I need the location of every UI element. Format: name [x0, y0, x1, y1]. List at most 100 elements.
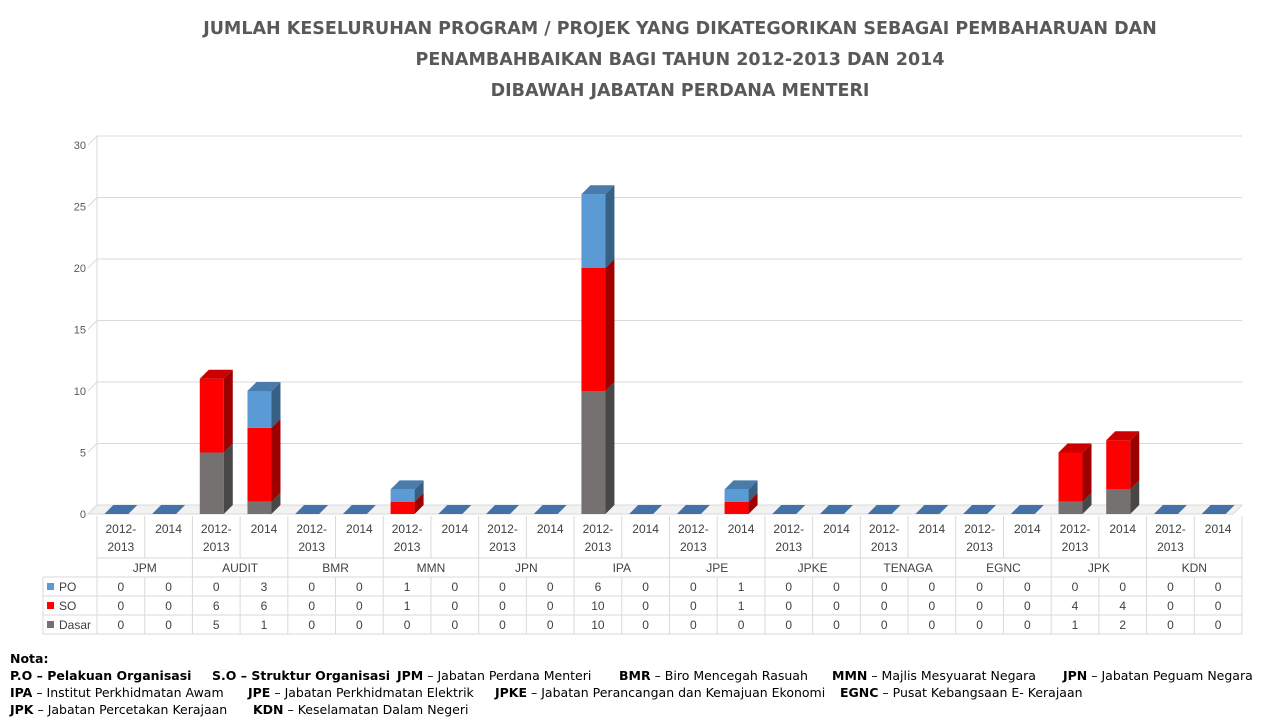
- data-table-value: 5: [213, 618, 220, 632]
- data-table-value: 0: [690, 580, 697, 594]
- gridline-depth: [87, 197, 98, 207]
- x-subcategory-label: 2013: [489, 540, 516, 554]
- bar-top: [438, 505, 472, 514]
- x-group-label: AUDIT: [222, 561, 259, 575]
- data-table-value: 0: [356, 599, 363, 613]
- bar-segment-po: [247, 391, 272, 428]
- x-group-label: JPN: [515, 561, 538, 575]
- bar-segment-so: [1058, 452, 1083, 502]
- data-table-value: 0: [547, 580, 554, 594]
- y-tick-label: 10: [74, 386, 86, 398]
- bar-top: [486, 505, 520, 514]
- bar-side-so: [748, 492, 758, 514]
- notes-panel: Nota: P.O – Pelakuan Organisasi S.O – St…: [10, 650, 1275, 718]
- x-group-label: KDN: [1182, 561, 1207, 575]
- x-subcategory-label: 2014: [537, 522, 564, 536]
- data-table-value: 0: [881, 599, 888, 613]
- note-item: KDN – Keselamatan Dalam Negeri: [253, 702, 469, 717]
- x-subcategory-label: 2013: [108, 540, 135, 554]
- bar-top: [1201, 505, 1235, 514]
- data-table-value: 0: [547, 599, 554, 613]
- note-item: JPKE – Jabatan Perancangan dan Kemajuan …: [495, 685, 826, 700]
- x-group-label: MMN: [417, 561, 446, 575]
- x-subcategory-label: 2014: [441, 522, 468, 536]
- data-table-value: 0: [976, 580, 983, 594]
- x-group-label: JPK: [1088, 561, 1110, 575]
- bar-side-dasar: [605, 382, 615, 514]
- data-table-value: 0: [499, 580, 506, 594]
- gridline-depth: [87, 320, 98, 330]
- bar-side-po: [271, 382, 281, 428]
- note-item: MMN – Majlis Mesyuarat Negara: [832, 668, 1036, 683]
- y-tick-label: 5: [80, 448, 86, 460]
- gridline-depth: [87, 381, 98, 392]
- data-table-value: 1: [738, 599, 745, 613]
- data-table-value: 0: [1024, 618, 1031, 632]
- bar-segment-po: [390, 489, 415, 502]
- data-table-value: 0: [1167, 580, 1174, 594]
- bar-side-so: [223, 369, 233, 453]
- bar-side-so: [1082, 443, 1092, 502]
- data-table-value: 4: [1072, 599, 1079, 613]
- legend-label: SO: [59, 599, 76, 613]
- x-subcategory-label: 2014: [728, 522, 755, 536]
- data-table-value: 0: [118, 580, 125, 594]
- gridline-depth: [87, 258, 98, 269]
- x-subcategory-label: 2014: [919, 522, 946, 536]
- data-table-value: 0: [976, 599, 983, 613]
- chart-title-line-3: DIBAWAH JABATAN PERDANA MENTERI: [490, 81, 870, 101]
- data-table-value: 0: [1119, 580, 1126, 594]
- note-item: JPE – Jabatan Perkhidmatan Elektrik: [248, 685, 474, 700]
- note-item: JPN – Jabatan Peguam Negara: [1063, 668, 1253, 683]
- bar-top: [963, 505, 997, 514]
- bar-segment-so: [581, 268, 606, 391]
- bar-top: [152, 505, 186, 514]
- bar-top: [676, 505, 710, 514]
- y-tick-label: 15: [74, 325, 86, 337]
- data-table-value: 0: [165, 580, 172, 594]
- data-table-value: 1: [1072, 618, 1079, 632]
- bar-top: [819, 505, 853, 514]
- y-tick-label: 20: [74, 263, 86, 275]
- x-subcategory-label: 2012-: [1060, 522, 1091, 536]
- data-table-value: 0: [833, 580, 840, 594]
- x-subcategory-label: 2013: [585, 540, 612, 554]
- x-subcategory-label: 2013: [871, 540, 898, 554]
- x-subcategory-label: 2013: [680, 540, 707, 554]
- x-subcategory-label: 2014: [1205, 522, 1232, 536]
- chart-floor: [86, 504, 1244, 515]
- data-table-value: 0: [785, 618, 792, 632]
- y-tick-label: 0: [80, 509, 86, 521]
- data-table-value: 0: [1024, 580, 1031, 594]
- bar-top: [1010, 505, 1044, 514]
- gridline-depth: [87, 135, 98, 146]
- bar-top: [342, 505, 376, 514]
- x-group-label: EGNC: [986, 561, 1021, 575]
- x-subcategory-label: 2012-: [964, 522, 995, 536]
- chart-title-line-2: PENAMBAHBAIKAN BAGI TAHUN 2012-2013 DAN …: [415, 50, 945, 70]
- data-table-value: 0: [451, 599, 458, 613]
- x-group-label: TENAGA: [883, 561, 932, 575]
- bar-side-dasar: [1130, 480, 1140, 514]
- x-subcategory-label: 2012-: [678, 522, 709, 536]
- x-group-label: JPM: [133, 561, 157, 575]
- bar-top: [867, 505, 901, 514]
- data-table-value: 0: [881, 618, 888, 632]
- data-table-value: 0: [1215, 599, 1222, 613]
- data-table-value: 1: [404, 580, 411, 594]
- bar-side-so: [271, 418, 281, 502]
- y-tick-label: 30: [74, 140, 86, 152]
- bar-segment-so: [199, 378, 224, 453]
- data-table-value: 0: [356, 618, 363, 632]
- data-table-value: 0: [451, 580, 458, 594]
- data-table-value: 0: [547, 618, 554, 632]
- data-table-value: 0: [165, 599, 172, 613]
- bar-top: [295, 505, 329, 514]
- x-subcategory-label: 2012-: [201, 522, 232, 536]
- bar-top: [629, 505, 663, 514]
- data-table-value: 6: [595, 580, 602, 594]
- data-table-value: 0: [1215, 580, 1222, 594]
- bar-side-dasar: [1082, 492, 1092, 514]
- data-table-value: 0: [451, 618, 458, 632]
